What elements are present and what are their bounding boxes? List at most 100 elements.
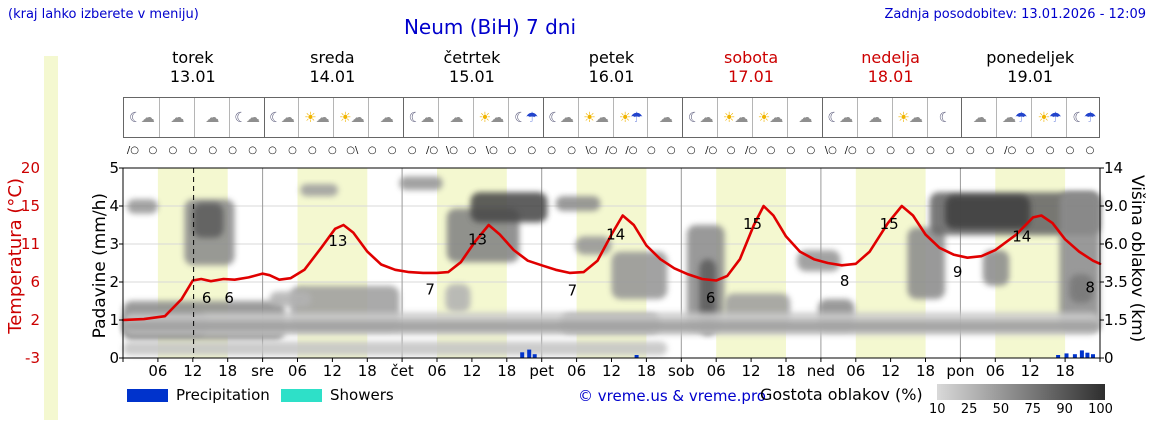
- wind-symbol: ○: [228, 145, 238, 156]
- density-tick-label: 10: [929, 402, 946, 417]
- hour-label: 18: [915, 362, 936, 380]
- precipitation-tick-labels: 5 4 3 2 1 0: [96, 0, 119, 443]
- hour-label: 18: [497, 362, 517, 380]
- weather-icons-row: ☾ ☁ ☁ ☁ ☾ ☁ ☾ ☁ ☀ ☁ ☀ ☁ ☁ ☾ ☁ ☁ ☀ ☁ ☾ ☂ ☾ ☁ ☀ ☁ ☀ ☂ ☁ ☾ ☁ ☀ ☁ ☀ ☁ ☁ ☾ ☁ ☁ ☀ ☁ ☾…: [123, 97, 1100, 138]
- svg-text:6: 6: [706, 289, 716, 307]
- wind-symbol: ○: [168, 145, 178, 156]
- cloud-icon: ☁: [350, 109, 365, 126]
- day-header-2: sreda 14.01: [263, 48, 403, 86]
- weather-icon-cell: ☾ ☁: [403, 98, 438, 137]
- day-date: 18.01: [867, 67, 914, 86]
- wind-symbol: ○: [666, 145, 676, 156]
- wind-symbol: ○: [926, 145, 935, 156]
- svg-text:15: 15: [743, 215, 762, 233]
- sun-icon: ☀: [722, 109, 736, 126]
- moon-icon: ☾: [234, 109, 247, 126]
- wind-symbol: ○: [1065, 145, 1075, 156]
- moon-icon: ☾: [687, 109, 701, 126]
- hour-label: 06: [985, 362, 1005, 380]
- sun-icon: ☀: [339, 109, 352, 126]
- axis-tick-label: 1: [109, 311, 119, 329]
- wind-symbol: \○: [585, 145, 598, 156]
- wind-symbol: ○: [806, 145, 816, 156]
- weather-icon-cell: ☁: [786, 98, 822, 137]
- day-abbrev-label: sob: [668, 362, 695, 380]
- axis-tick-label: 15: [20, 197, 40, 215]
- moon-icon: ☾: [827, 109, 841, 126]
- weather-icon-cell: ☁: [193, 98, 229, 137]
- weather-icon-cell: ☾ ☁: [228, 98, 264, 137]
- wind-symbol: /○: [126, 145, 140, 156]
- weather-icon-cell: ☀ ☁: [472, 98, 508, 137]
- density-tick-label: 25: [960, 402, 978, 417]
- weather-icon-cell: ☀ ☂: [612, 98, 648, 137]
- cloud-height-tick-labels: 14 9.0 6.0 3.5 1.5 0: [1104, 0, 1150, 443]
- cloud-icon: ☁: [658, 109, 673, 126]
- axis-tick-label: 9.0: [1104, 197, 1128, 215]
- cloud-icon: ☁: [379, 109, 394, 126]
- cloud-icon: ☁: [420, 109, 434, 126]
- svg-text:6: 6: [202, 289, 212, 307]
- sun-icon: ☀: [478, 109, 492, 126]
- day-name: sobota: [723, 48, 779, 67]
- wind-symbol: ○: [507, 145, 517, 156]
- showers-swatch: [281, 389, 322, 402]
- wind-symbol: ○: [308, 145, 317, 156]
- wind-symbol: ○: [1045, 145, 1055, 156]
- rain-icon: ☂: [525, 109, 539, 126]
- moon-icon: ☾: [129, 109, 142, 126]
- rain-icon: ☂: [630, 109, 643, 126]
- weather-icon-cell: ☾: [926, 98, 962, 137]
- density-tick-label: 75: [1024, 402, 1042, 417]
- left-accent-strip: [44, 56, 58, 420]
- moon-icon: ☾: [408, 109, 422, 126]
- wind-symbol: ○: [866, 145, 876, 156]
- cloud-density-label: Gostota oblakov (%): [760, 385, 923, 404]
- hour-label: 12: [462, 362, 482, 380]
- cloud-icon: ☁: [170, 109, 184, 126]
- day-name: nedelja: [861, 48, 920, 67]
- precipitation-legend-label: Precipitation: [176, 386, 270, 404]
- day-name: torek: [172, 48, 214, 67]
- density-tick-label: 50: [992, 402, 1010, 417]
- weather-icon-cell: ☀ ☁: [333, 98, 368, 137]
- hour-label: 18: [218, 362, 238, 380]
- hour-label: 12: [881, 362, 901, 380]
- weather-icon-cell: ☁: [647, 98, 682, 137]
- axis-tick-label: 5: [109, 159, 119, 177]
- wind-symbol: ○: [886, 145, 895, 156]
- cloud-icon: ☁: [245, 109, 260, 126]
- axis-tick-label: 4: [109, 197, 119, 215]
- weather-icon-cell: ☀ ☁: [752, 98, 787, 137]
- moon-icon: ☾: [548, 109, 561, 126]
- day-abbrev-label: pet: [529, 362, 555, 380]
- wind-symbol: ○: [387, 145, 397, 156]
- day-abbrev-label: ned: [806, 362, 835, 380]
- cloud-icon: ☁: [839, 109, 853, 126]
- weather-icon-cell: ☾ ☁: [682, 98, 717, 137]
- moon-icon: ☾: [1072, 109, 1085, 126]
- wind-symbol: ○: [1085, 145, 1095, 156]
- copyright-link[interactable]: © vreme.us & vreme.pro: [578, 387, 766, 405]
- wind-symbol: ○: [367, 145, 377, 156]
- cloud-height-axis-label: Višina oblakov (km): [1127, 175, 1147, 343]
- svg-text:8: 8: [840, 272, 850, 290]
- axis-tick-label: 0: [109, 349, 119, 367]
- wind-symbol: ○: [148, 145, 158, 156]
- wind-symbol: \○: [824, 145, 837, 156]
- day-header-7: ponedeljek 19.01: [960, 48, 1100, 86]
- axis-tick-label: 6: [30, 273, 40, 291]
- wind-symbol: ○: [686, 145, 696, 156]
- temperature-tick-labels: 20 15 11 6 2 -3: [2, 0, 40, 443]
- day-name: ponedeljek: [986, 48, 1075, 67]
- axis-tick-label: 2: [109, 273, 119, 291]
- wind-symbol: ○: [248, 145, 257, 156]
- sun-icon: ☀: [1037, 109, 1051, 126]
- wind-symbol: /○: [705, 145, 718, 156]
- moon-icon: ☾: [938, 109, 952, 126]
- wind-symbol: ○: [786, 145, 796, 156]
- wind-symbol: ○: [567, 145, 576, 156]
- cloud-icon: ☁: [798, 109, 812, 126]
